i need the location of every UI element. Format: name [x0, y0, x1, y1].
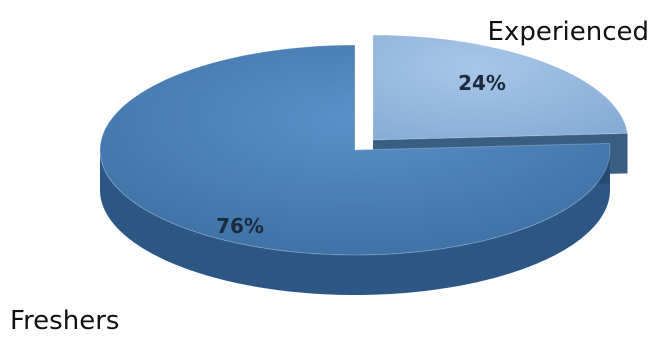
slice-side-freshers	[100, 148, 610, 295]
slice-freshers	[99, 44, 611, 256]
category-label-freshers: Freshers	[10, 306, 119, 336]
data-label-freshers: 76%	[216, 214, 264, 238]
category-label-experienced: Experienced	[488, 17, 650, 47]
data-label-experienced: 24%	[458, 71, 506, 95]
slice-experienced	[372, 34, 629, 141]
